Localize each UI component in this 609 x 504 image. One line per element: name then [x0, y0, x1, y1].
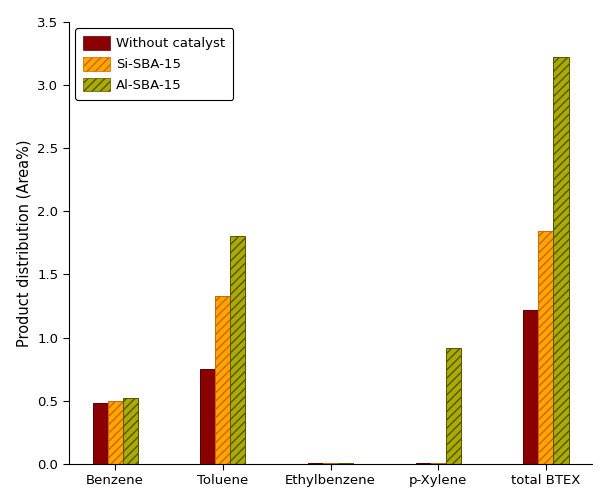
Bar: [415, 463, 431, 464]
Bar: [523, 310, 538, 464]
Bar: [538, 231, 554, 464]
Bar: [200, 369, 216, 464]
Legend: Without catalyst, Si-SBA-15, Al-SBA-15: Without catalyst, Si-SBA-15, Al-SBA-15: [76, 28, 233, 100]
Bar: [554, 57, 569, 464]
Bar: [308, 463, 323, 464]
Bar: [230, 236, 245, 464]
Bar: [93, 403, 108, 464]
Bar: [216, 296, 230, 464]
Bar: [108, 401, 123, 464]
Bar: [446, 348, 461, 464]
Bar: [123, 398, 138, 464]
Bar: [431, 463, 446, 464]
Y-axis label: Product distribution (Area%): Product distribution (Area%): [16, 139, 32, 347]
Bar: [323, 463, 338, 464]
Bar: [338, 463, 353, 464]
